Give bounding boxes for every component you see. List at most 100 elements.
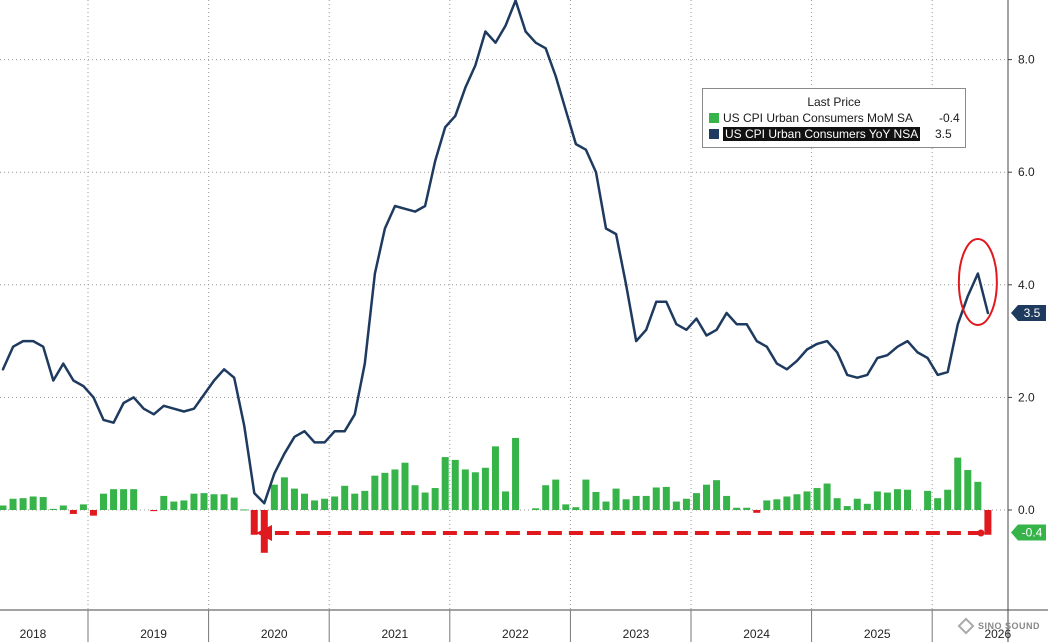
mom-bar [532,508,540,510]
mom-bar [672,501,680,510]
arrow-head [256,525,272,541]
mom-bar [954,457,962,510]
mom-bar [150,510,158,512]
mom-bar [311,500,319,510]
mom-bar [863,503,871,510]
mom-bar [130,489,138,510]
x-tick-label: 2021 [381,627,408,641]
mom-bar [361,490,369,510]
y-axis: 0.0 2.0 4.0 6.0 8.0 3.5 -0.4 [1007,0,1046,642]
legend-value-yoy: 3.5 [935,127,952,141]
mom-bar [562,504,570,510]
legend: Last Price US CPI Urban Consumers MoM SA… [702,88,966,148]
mom-bar [100,493,107,510]
y-tick-label: 4.0 [1018,278,1035,292]
mom-bar [59,505,67,510]
mom-bar [341,485,349,510]
mom-bar [833,498,841,510]
legend-entry-yoy[interactable]: US CPI Urban Consumers YoY NSA 3.5 [709,127,952,142]
mom-bar [612,488,620,510]
mom-bar [652,487,660,510]
yoy-line-group [1,0,990,505]
mom-bar [290,488,298,510]
mom-bar [250,510,258,535]
mom-bar [351,493,359,510]
mom-bar [381,472,389,510]
mom-bar [471,472,479,510]
mom-bar [893,489,901,510]
mom-bar [964,470,972,510]
last-value-tag-label: -0.4 [1022,526,1043,540]
yoy-line [1,0,990,505]
grid-lines [0,0,1008,610]
x-tick-label: 2024 [743,627,770,641]
y-tick-label: 2.0 [1018,390,1035,404]
mom-bar [49,508,57,510]
mom-bar [572,507,580,510]
mom-bar [642,495,650,510]
mom-bar [210,494,218,510]
mom-bar [552,479,560,510]
mom-bar [441,457,449,510]
legend-label-mom: US CPI Urban Consumers MoM SA [723,111,914,125]
mom-bar [662,486,670,510]
mom-bar [843,506,851,510]
mom-bar [873,491,881,510]
mom-bar [120,489,128,510]
mom-bar [542,485,550,510]
mom-bar [160,495,168,510]
mom-bar [79,504,87,510]
mom-bar [883,492,891,510]
mom-bar [763,500,771,510]
mom-bar [491,446,499,510]
sino-sound-logo-icon [957,617,975,635]
mom-bar [622,499,630,510]
mom-bar [692,493,700,510]
mom-bar [19,498,27,510]
mom-bar [301,493,308,510]
mom-bar [813,488,821,510]
mom-bar [773,499,781,510]
mom-bar [944,489,952,510]
x-tick-label: 2023 [623,627,650,641]
mom-bar [9,498,17,510]
mom-bar [391,469,399,510]
mom-bar [331,496,339,510]
mom-bar [180,500,188,510]
y-tick-label: 8.0 [1018,53,1035,67]
arrow-tail-dot [977,529,985,537]
legend-entry-mom[interactable]: US CPI Urban Consumers MoM SA -0.4 [709,111,960,126]
x-tick-label: 2026 [984,627,1011,641]
mom-bar [502,491,509,510]
mom-bar [723,495,731,510]
x-tick-label: 2022 [502,627,529,641]
mom-bar [240,509,248,511]
mom-bar [783,496,791,510]
mom-bar [401,462,409,510]
mom-bar [682,498,690,510]
mom-bar [904,489,911,510]
mom-bar [170,501,178,510]
legend-value-mom: -0.4 [939,111,960,125]
mom-bar [924,490,932,510]
mom-bar [190,493,198,510]
x-tick-label: 2025 [864,627,891,641]
mom-bar [29,496,37,510]
mom-bar [371,475,379,510]
mom-bar [984,510,992,535]
mom-bar [220,494,228,510]
mom-bar [421,492,429,510]
mom-bar [110,489,118,510]
x-tick-label: 2020 [261,627,288,641]
mom-bars [0,437,992,553]
mom-bar [743,507,751,510]
mom-bar [280,477,288,510]
mom-bar [592,491,600,510]
mom-bar [733,507,741,510]
last-value-tag [1011,524,1046,541]
mom-bar [481,467,489,510]
mom-bar [713,480,721,510]
mom-bar [431,488,439,510]
watermark: SINO SOUND [957,617,1040,635]
